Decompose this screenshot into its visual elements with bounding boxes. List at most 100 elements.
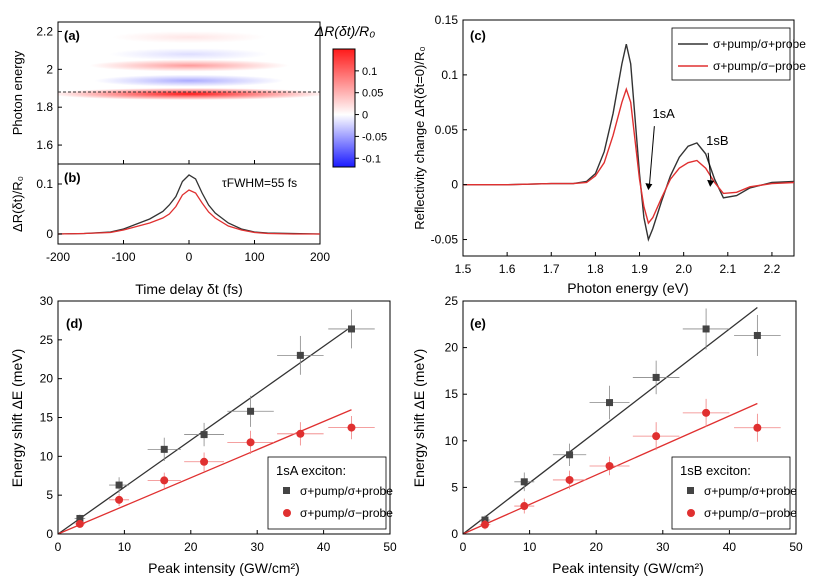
panel-c-label: (c) — [470, 28, 486, 43]
colorbar-tick-label: -0.05 — [362, 131, 387, 143]
data-point-circle — [753, 423, 762, 432]
heatmap-feature — [58, 87, 320, 100]
data-point-square — [606, 399, 614, 407]
colorbar-tick-label: 0 — [362, 110, 368, 122]
panel-b-xtick-label: 100 — [244, 250, 264, 264]
panel-c: 1.5 1.6 1.7 1.8 1.9 2.0 2.1 2.2 0.15 0.1 0.05 0 -0.0… — [412, 13, 806, 296]
panel-a-ytick-label: 2.2 — [36, 24, 53, 38]
panel-b-xlabel: Time delay δt (fs) — [135, 281, 243, 297]
legend-label-pm: σ+pump/σ−probe — [704, 506, 797, 520]
panel-d-label: (d) — [66, 316, 83, 331]
data-point-circle — [565, 475, 574, 484]
heatmap-feature — [109, 48, 269, 61]
panel-c-xtick-label: 1.8 — [587, 262, 604, 276]
panel-b-series-line — [58, 174, 320, 235]
legend-label-pm: σ+pump/σ−probe — [713, 59, 806, 73]
panel-d: 0 10 20 30 40 50 0 5 10 15 20 25 30 (d) Energy shift… — [9, 294, 397, 576]
fit-line — [58, 409, 352, 534]
panel-d-ytick-label: 25 — [40, 333, 54, 347]
panel-a-ytick-label: 2 — [46, 62, 53, 76]
panel-c-series-line — [463, 87, 794, 225]
data-point-circle — [480, 520, 489, 529]
colorbar: 0.1 0.05 0 -0.05 -0.1 ΔR(δt)/R₀ — [314, 23, 387, 168]
annotation-arrow — [648, 126, 655, 187]
panel-b-xtick-label: 200 — [310, 250, 330, 264]
panel-e-legend: 1sB exciton: σ+pump/σ+probe σ+pump/σ−pro… — [671, 456, 797, 530]
panel-b-ytick-label: 0.1 — [36, 177, 53, 191]
legend-label-pp: σ+pump/σ+probe — [704, 484, 797, 498]
panel-e-ytick-label: 20 — [445, 341, 459, 355]
panel-e: 0 10 20 30 40 50 0 5 10 15 20 25 (e) Energy shift Δ… — [411, 294, 803, 576]
panel-e-xtick-label: 40 — [723, 540, 737, 554]
data-point-circle — [200, 457, 209, 466]
panel-c-xtick-label: 2.0 — [675, 262, 692, 276]
panel-d-xtick-label: 10 — [118, 540, 132, 554]
legend-circle-marker — [283, 509, 291, 517]
annotation-label: 1sB — [706, 133, 728, 148]
panel-b: -200 -100 0 100 200 0 0.1 (b) τFWHM=55 fs ΔR(δ… — [10, 163, 330, 297]
data-point-square — [566, 451, 574, 459]
data-point-circle — [347, 423, 356, 432]
colorbar-tick-label: 0.1 — [362, 66, 377, 78]
panel-d-ytick-label: 10 — [40, 449, 54, 463]
panel-c-xtick-label: 1.7 — [543, 262, 560, 276]
panel-b-xtick-label: -200 — [46, 250, 70, 264]
panel-d-ytick-label: 5 — [46, 488, 53, 502]
panel-c-xlabel: Photon energy (eV) — [567, 280, 688, 296]
panel-e-label: (e) — [470, 316, 486, 331]
panel-a-label: (a) — [64, 28, 80, 43]
annotation-label: 1sA — [652, 106, 675, 121]
panel-e-ytick-label: 10 — [445, 434, 459, 448]
panel-e-xtick-label: 10 — [523, 540, 537, 554]
legend-square-marker — [687, 487, 694, 494]
panel-c-frame — [462, 19, 795, 257]
heatmap-feature — [94, 74, 284, 87]
panel-c-xtick-label: 2.1 — [719, 262, 736, 276]
legend-label-pm: σ+pump/σ−probe — [300, 506, 393, 520]
data-point-square — [520, 478, 528, 486]
panel-d-xlabel: Peak intensity (GW/cm²) — [148, 560, 300, 576]
legend-label-pp: σ+pump/σ+probe — [713, 37, 806, 51]
panel-c-ytick-label: -0.05 — [431, 233, 459, 247]
panel-e-ytick-label: 5 — [451, 480, 458, 494]
annotation-arrowhead — [707, 179, 715, 187]
panel-b-ytick-label: 0 — [46, 227, 53, 241]
annotation-arrowhead — [645, 183, 653, 191]
panel-a: 1.6 1.8 2 2.2 (a) Photon energy — [10, 21, 321, 165]
panel-e-ylabel: Energy shift ΔE (meV) — [411, 349, 427, 488]
panel-d-xtick-label: 30 — [251, 540, 265, 554]
data-point-circle — [652, 432, 661, 441]
data-point-square — [702, 325, 710, 333]
panel-a-ylabel: Photon energy — [10, 50, 25, 135]
legend-title: 1sB exciton: — [680, 463, 751, 478]
fit-line — [58, 326, 352, 534]
panel-e-xtick-label: 30 — [656, 540, 670, 554]
data-point-circle — [246, 438, 255, 447]
panel-c-ytick-label: 0.1 — [441, 68, 458, 82]
panel-d-ytick-label: 20 — [40, 372, 54, 386]
data-point-circle — [75, 519, 84, 528]
panel-d-ytick-label: 0 — [46, 527, 53, 541]
panel-c-xtick-label: 2.2 — [764, 262, 781, 276]
panel-d-ytick-label: 15 — [40, 411, 54, 425]
data-point-square — [296, 351, 304, 359]
heatmap-feature — [111, 31, 267, 44]
panel-a-ytick-label: 1.8 — [36, 100, 53, 114]
panel-c-xtick-label: 1.6 — [499, 262, 516, 276]
data-point-square — [247, 407, 255, 415]
colorbar-tick-label: -0.1 — [362, 153, 381, 165]
data-point-circle — [520, 502, 529, 511]
panel-b-xtick-label: 0 — [186, 250, 193, 264]
annotation-arrow — [707, 152, 712, 183]
panel-d-xtick-label: 50 — [383, 540, 397, 554]
data-point-circle — [115, 495, 124, 504]
panel-e-ytick-label: 0 — [451, 527, 458, 541]
heatmap-feature — [89, 59, 289, 72]
panel-d-legend: 1sA exciton: σ+pump/σ+probe σ+pump/σ−pro… — [267, 456, 393, 530]
panel-c-ytick-label: 0.15 — [435, 13, 459, 27]
data-point-square — [347, 325, 355, 333]
data-point-circle — [702, 408, 711, 417]
data-point-circle — [605, 461, 614, 470]
panel-e-xtick-label: 0 — [460, 540, 467, 554]
panel-c-xtick-label: 1.5 — [455, 262, 472, 276]
